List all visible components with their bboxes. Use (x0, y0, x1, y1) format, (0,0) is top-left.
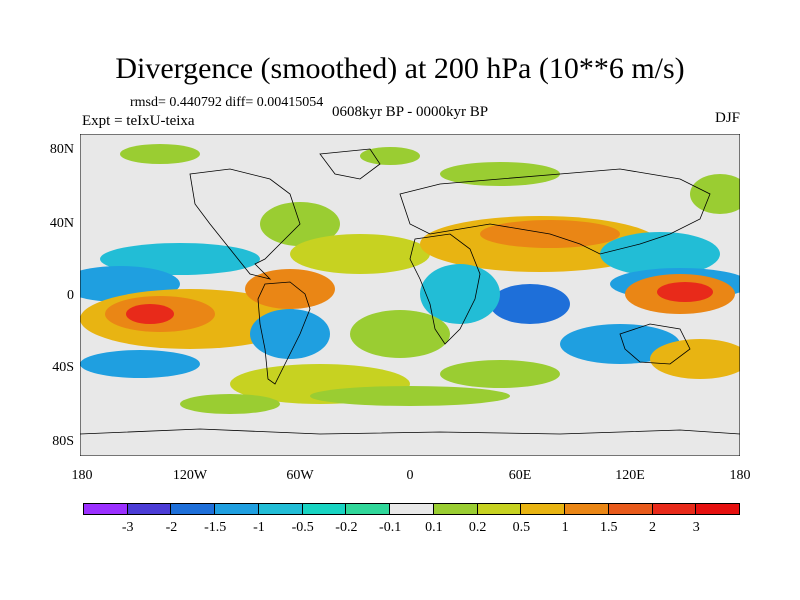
stats-label: rmsd= 0.440792 diff= 0.00415054 (130, 95, 324, 110)
colorbar-swatch (695, 503, 741, 515)
colorbar-swatch (170, 503, 216, 515)
divergence-field (80, 144, 740, 414)
colorbar-label: 2 (649, 520, 657, 535)
lat-label-40s: 40S (52, 360, 74, 375)
colorbar-swatch (564, 503, 609, 515)
colorbar-label: 0.2 (468, 520, 487, 535)
colorbar-swatch (214, 503, 259, 515)
experiment-label: Expt = teIxU-teixa (82, 113, 195, 129)
colorbar-label: 0.5 (512, 520, 531, 535)
season-label: DJF (714, 110, 740, 126)
colorbar-label: 1 (561, 520, 569, 535)
lon-label-60w: 60W (286, 468, 314, 483)
colorbar-label: -1.5 (204, 520, 227, 535)
coastlines (80, 148, 740, 435)
lon-label-0: 0 (406, 468, 414, 483)
colorbar-swatch (476, 503, 522, 515)
lon-label-60e: 60E (508, 468, 532, 483)
colorbar-swatch (651, 503, 697, 515)
lat-label-40n: 40N (49, 216, 74, 231)
lon-label-120w: 120W (172, 468, 208, 483)
colorbar-swatch (345, 503, 391, 515)
colorbar-label: -1 (253, 520, 265, 535)
colorbar-label: 3 (692, 520, 700, 535)
colorbar-label: 1.5 (600, 520, 618, 535)
lon-label-180w: 180 (71, 468, 93, 483)
plot-title: Divergence (smoothed) at 200 hPa (10**6 … (115, 52, 685, 85)
lon-label-180e: 180 (729, 468, 751, 483)
colorbar-swatch (607, 503, 653, 515)
lat-label-0: 0 (67, 288, 74, 303)
colorbar-swatch (301, 503, 347, 515)
colorbar (83, 503, 741, 515)
colorbar-label: -0.5 (291, 520, 314, 535)
colorbar-labels: -3 -2 -1.5 -1 -0.5 -0.2 -0.1 0.1 0.2 0.5 1 1.5 2 3 (84, 520, 740, 540)
lon-label-120e: 120E (615, 468, 645, 483)
colorbar-swatch (389, 503, 434, 515)
colorbar-label: 0.1 (425, 520, 443, 535)
colorbar-label: -2 (165, 520, 178, 535)
colorbar-swatch (126, 503, 172, 515)
colorbar-swatch (83, 503, 128, 515)
lat-label-80s: 80S (52, 434, 74, 449)
colorbar-swatch (432, 503, 478, 515)
colorbar-label: -0.1 (379, 520, 402, 535)
divergence-map (80, 134, 740, 456)
lat-label-80n: 80N (49, 142, 74, 157)
colorbar-label: -3 (121, 520, 134, 535)
colorbar-swatch (520, 503, 566, 515)
colorbar-label: -0.2 (335, 520, 358, 535)
period-label: 0608kyr BP - 0000kyr BP (331, 104, 489, 120)
colorbar-swatch (257, 503, 303, 515)
